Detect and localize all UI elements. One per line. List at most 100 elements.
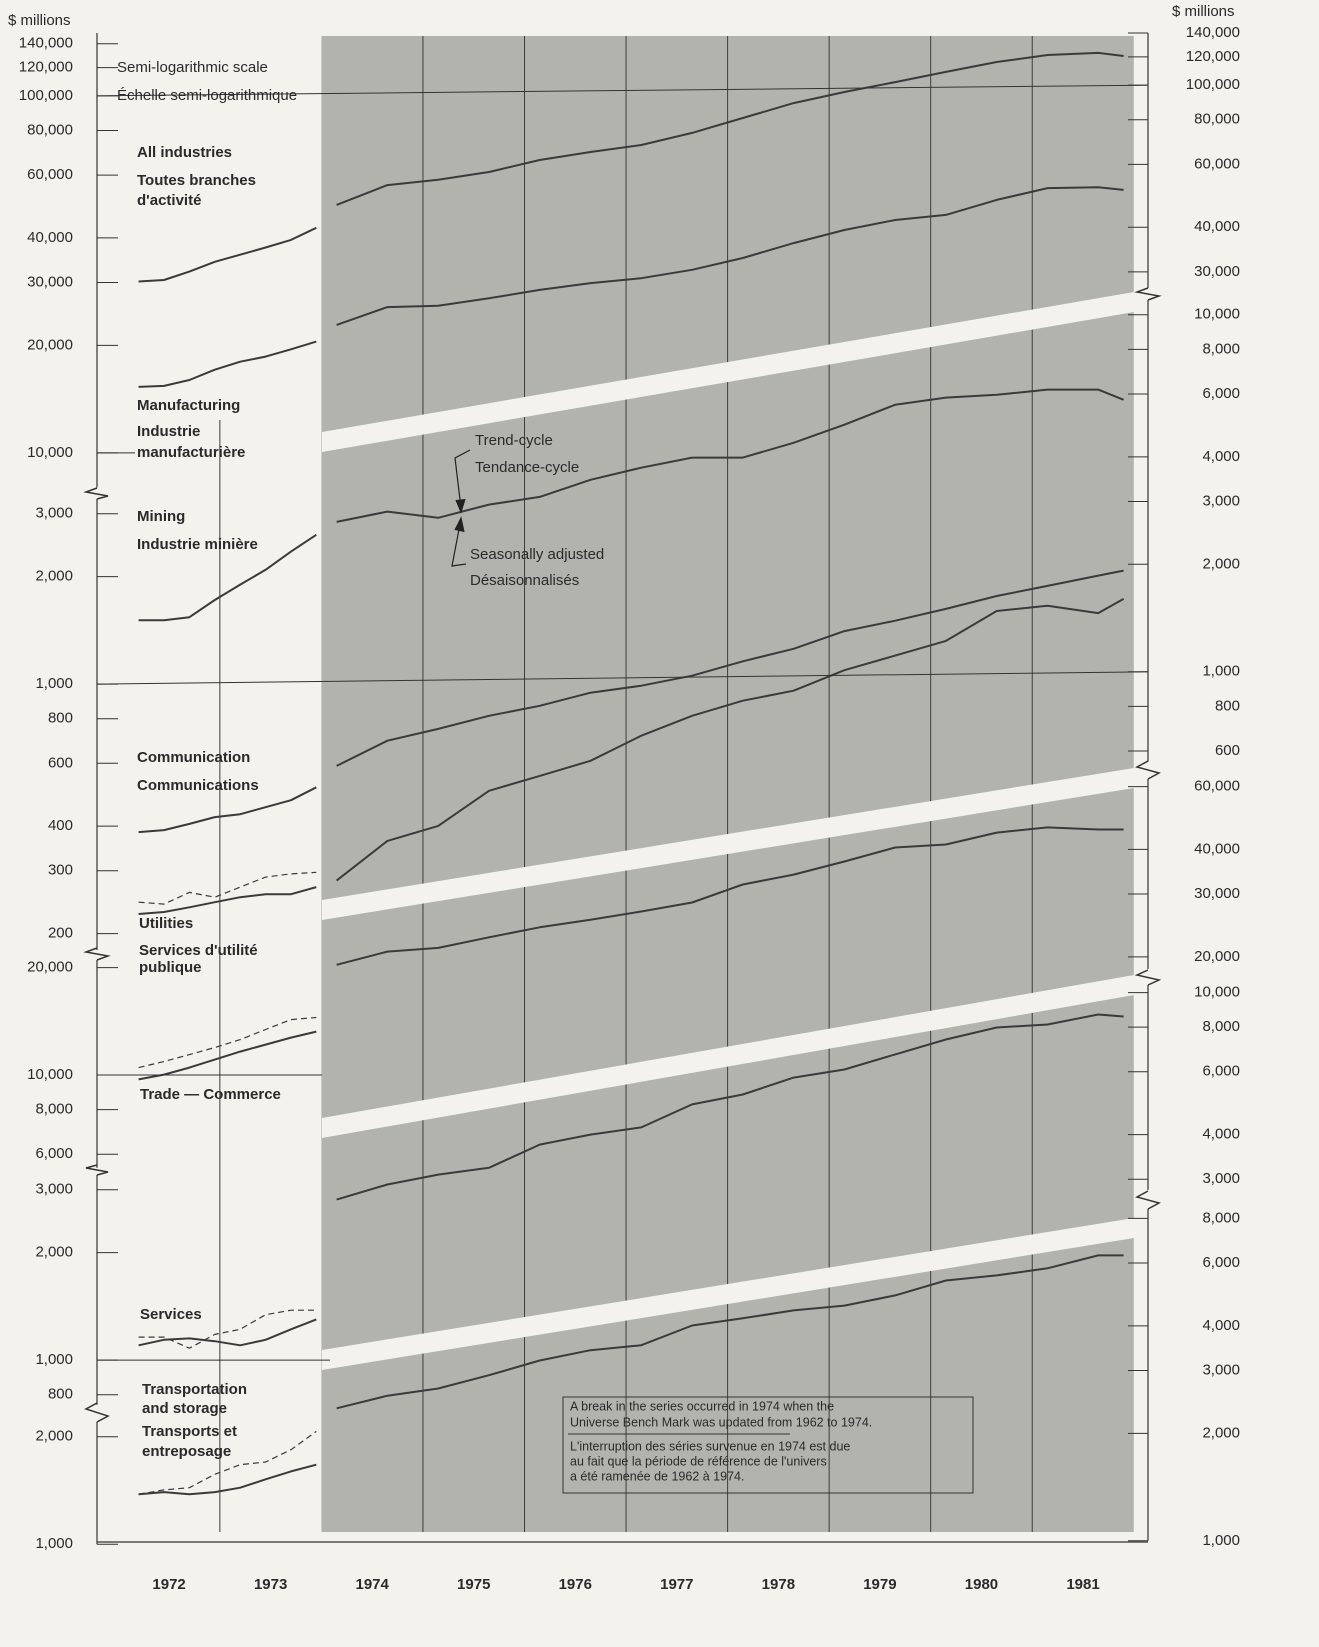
unit-left: $ millions [8, 12, 71, 29]
y-tick-label: 8,000 [35, 1101, 73, 1118]
y-tick-label: 100,000 [19, 87, 73, 104]
trend-line [336, 826, 1124, 966]
series-label: All industries [137, 144, 232, 161]
y2-tick-label: 8,000 [1202, 1018, 1240, 1035]
axis-break [1134, 969, 1162, 986]
y2-tick-label: 600 [1215, 742, 1240, 759]
y-tick-label: 60,000 [27, 166, 73, 183]
x-tick-label: 1972 [152, 1576, 185, 1593]
y-tick-label: 20,000 [27, 959, 73, 976]
note-text: au fait que la période de référence de l… [570, 1454, 827, 1468]
y-tick-label: 2,000 [35, 568, 73, 585]
trend-line [336, 51, 1124, 206]
y-tick-label: 10,000 [27, 1066, 73, 1083]
break-stripe [322, 292, 1134, 452]
y2-tick-label: 2,000 [1202, 555, 1240, 572]
y2-tick-label: 60,000 [1194, 155, 1240, 172]
arrow [454, 449, 471, 509]
y-tick-label: 3,000 [35, 1181, 73, 1198]
axis-break [1135, 1190, 1161, 1210]
annotation: Désaisonnalisés [470, 572, 579, 589]
y2-tick-label: 10,000 [1194, 984, 1240, 1001]
y2-tick-label: 80,000 [1194, 111, 1240, 128]
series-label: Trade — Commerce [140, 1086, 281, 1103]
unit-right: $ millions [1172, 3, 1235, 20]
y2-tick-label: 4,000 [1202, 1317, 1240, 1334]
note-text: Universe Bench Mark was updated from 196… [570, 1415, 872, 1429]
y-tick-label: 400 [48, 817, 73, 834]
x-tick-label: 1978 [762, 1576, 795, 1593]
series-label: manufacturière [137, 444, 245, 461]
axis-break [83, 947, 111, 961]
y-tick-label: 300 [48, 862, 73, 879]
series-label: Utilities [139, 915, 193, 932]
y2-tick-label: 3,000 [1202, 492, 1240, 509]
trend-line [138, 340, 317, 388]
x-tick-label: 1973 [254, 1576, 287, 1593]
trend-line [138, 786, 317, 834]
series-label: Services d'utilité [139, 942, 258, 959]
trend-line [138, 226, 317, 283]
y2-tick-label: 40,000 [1194, 218, 1240, 235]
arrow-head [455, 498, 466, 514]
plot-layer: 1972 1973 1974 1975 1976 1977 1978 1979 1980 1981… [19, 24, 1240, 1593]
x-tick-label: 1980 [965, 1576, 998, 1593]
y-tick-label: 3,000 [35, 505, 73, 522]
y-tick-label: 10,000 [27, 444, 73, 461]
y2-tick-label: 1,000 [1202, 1532, 1240, 1549]
y2-tick-label: 30,000 [1194, 885, 1240, 902]
annotation: Trend-cycle [475, 432, 553, 449]
y2-tick-label: 10,000 [1194, 306, 1240, 323]
series-label: Industrie [137, 423, 200, 440]
annotation: Tendance-cycle [475, 459, 579, 476]
seasonal-line [138, 1430, 317, 1495]
note-text: A break in the series occurred in 1974 w… [570, 1399, 834, 1413]
y2-tick-label: 20,000 [1194, 948, 1240, 965]
y-tick-label: 20,000 [27, 336, 73, 353]
y-tick-label: 2,000 [35, 1244, 73, 1261]
y2-tick-label: 3,000 [1202, 1361, 1240, 1378]
scale-note: Échelle semi-logarithmique [117, 87, 297, 104]
axis-break [83, 487, 109, 500]
seasonal-line [138, 871, 317, 905]
series-label: Services [140, 1306, 202, 1323]
break-stripes [322, 292, 1134, 1370]
y-tick-label: 1,000 [35, 675, 73, 692]
trend-line [336, 1254, 1124, 1410]
x-tick-label: 1976 [559, 1576, 592, 1593]
series-label: and storage [142, 1400, 227, 1417]
y2-tick-label: 3,000 [1202, 1170, 1240, 1187]
break-stripe [322, 768, 1134, 920]
y-tick-label: 40,000 [27, 229, 73, 246]
y-tick-label: 120,000 [19, 59, 73, 76]
axis-breaks [83, 287, 1162, 1423]
series-label: Toutes branches [137, 172, 256, 189]
y-tick-label: 2,000 [35, 1428, 73, 1445]
axis-break [84, 1402, 110, 1423]
reference-line [96, 671, 1149, 685]
y2-tick-label: 40,000 [1194, 840, 1240, 857]
trend-line [138, 1030, 317, 1081]
axis-break [1135, 760, 1161, 780]
y2-tick-label: 1,000 [1202, 663, 1240, 680]
axis-break [85, 1164, 109, 1176]
x-tick-label: 1977 [660, 1576, 693, 1593]
annotation-arrows [451, 449, 471, 567]
y2-tick-label: 140,000 [1186, 24, 1240, 41]
series-label: Communication [137, 749, 250, 766]
y-tick-label: 200 [48, 925, 73, 942]
y2-tick-label: 4,000 [1202, 448, 1240, 465]
break-stripe [322, 975, 1134, 1138]
y2-tick-label: 6,000 [1202, 385, 1240, 402]
y-tick-label: 600 [48, 754, 73, 771]
series-label: d'activité [137, 192, 201, 209]
arrow-head [454, 516, 465, 533]
break-stripe [322, 1218, 1134, 1370]
series-label: publique [139, 959, 202, 976]
y-tick-label: 1,000 [35, 1535, 73, 1552]
y2-tick-label: 60,000 [1194, 778, 1240, 795]
y2-tick-label: 6,000 [1202, 1254, 1240, 1271]
note-text: a été ramenée de 1962 à 1974. [570, 1469, 744, 1483]
note-box [562, 1396, 974, 1494]
y-tick-label: 1,000 [35, 1351, 73, 1368]
